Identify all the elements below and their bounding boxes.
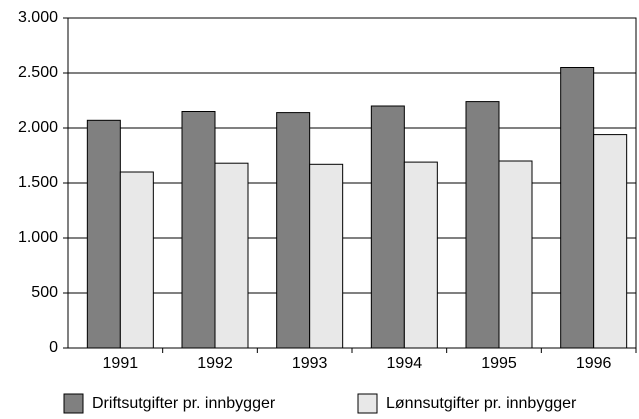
legend-label: Driftsutgifter pr. innbygger xyxy=(92,395,276,412)
legend-swatch xyxy=(63,393,84,414)
bar xyxy=(309,163,344,349)
plot-frame xyxy=(67,17,637,349)
bar xyxy=(214,162,249,349)
x-tick-label: 1992 xyxy=(197,355,233,372)
x-tick-label: 1996 xyxy=(576,355,612,372)
bar xyxy=(560,67,595,349)
y-tick-label: 1.500 xyxy=(18,174,58,191)
y-tick-label: 2.000 xyxy=(18,119,58,136)
x-tick-label: 1991 xyxy=(103,355,139,372)
bar xyxy=(276,112,311,349)
bar xyxy=(119,171,154,349)
bar xyxy=(465,101,500,349)
bar xyxy=(403,161,438,349)
legend-label: Lønnsutgifter pr. innbygger xyxy=(386,395,577,412)
bar xyxy=(181,111,216,349)
y-tick-label: 1.000 xyxy=(18,229,58,246)
y-tick-label: 500 xyxy=(31,284,58,301)
x-tick-label: 1995 xyxy=(481,355,517,372)
y-tick-label: 2.500 xyxy=(18,64,58,81)
y-tick-label: 0 xyxy=(49,339,58,356)
legend-swatch xyxy=(357,393,378,414)
bar xyxy=(86,119,121,349)
y-tick-label: 3.000 xyxy=(18,9,58,26)
bar xyxy=(370,105,405,349)
bar xyxy=(593,134,628,349)
x-tick-label: 1994 xyxy=(387,355,423,372)
bar xyxy=(498,160,533,349)
x-tick-label: 1993 xyxy=(292,355,328,372)
